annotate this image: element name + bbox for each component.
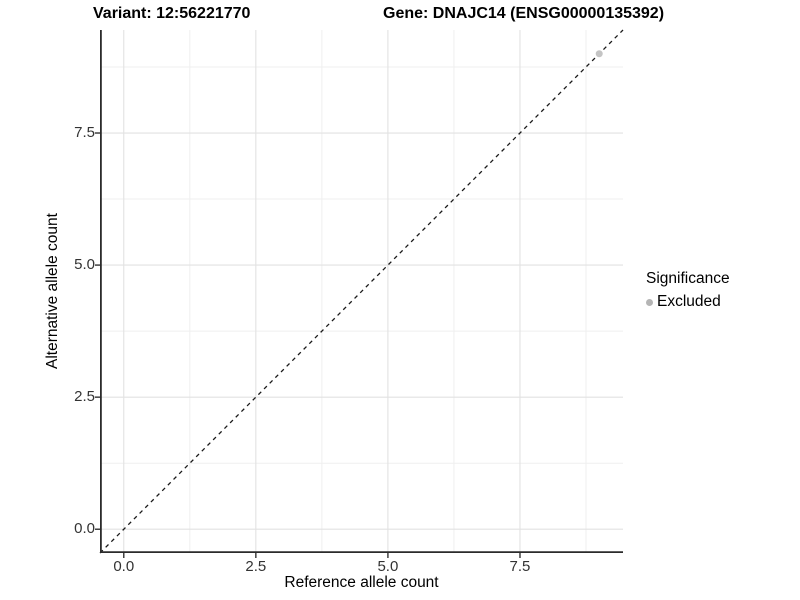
data-point-excluded xyxy=(595,50,603,58)
variant-title: Variant: 12:56221770 xyxy=(93,5,251,22)
x-tick-label: 5.0 xyxy=(377,558,399,575)
x-axis-title: Reference allele count xyxy=(284,574,439,591)
y-tick-label: 2.5 xyxy=(74,388,95,406)
y-tick-label: 0.0 xyxy=(74,520,95,538)
x-tick-label: 7.5 xyxy=(509,558,531,575)
excluded-point-swatch xyxy=(646,298,653,306)
legend-item-label: Excluded xyxy=(657,293,721,310)
y-axis-title: Alternative allele count xyxy=(44,213,61,369)
y-tick-label: 5.0 xyxy=(74,256,95,274)
legend-title: Significance xyxy=(646,270,730,287)
gene-title: Gene: DNAJC14 (ENSG00000135392) xyxy=(383,5,665,22)
legend: Significance Excluded xyxy=(646,270,730,311)
y-tick-label: 7.5 xyxy=(74,124,95,141)
legend-item-excluded: Excluded xyxy=(646,293,730,311)
plot-panel xyxy=(95,29,624,558)
x-tick-label: 0.0 xyxy=(113,558,135,575)
x-tick-label: 2.5 xyxy=(245,558,267,575)
identity-dashed-line xyxy=(99,29,624,554)
